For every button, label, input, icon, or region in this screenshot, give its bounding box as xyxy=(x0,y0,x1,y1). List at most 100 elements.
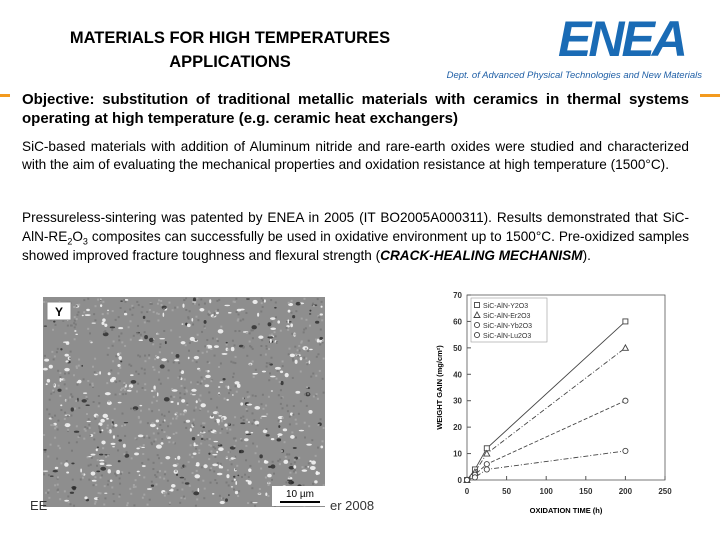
texture xyxy=(64,372,67,375)
texture xyxy=(82,476,85,479)
texture xyxy=(195,469,198,472)
texture xyxy=(111,310,114,313)
texture xyxy=(59,372,62,375)
texture xyxy=(298,456,301,459)
y-tick-label: 0 xyxy=(458,476,463,485)
grain xyxy=(259,454,263,459)
grain xyxy=(155,419,160,423)
texture xyxy=(99,492,102,495)
texture xyxy=(311,302,314,305)
texture xyxy=(125,451,128,454)
texture xyxy=(198,369,201,372)
texture xyxy=(67,495,70,498)
plot-frame xyxy=(466,294,666,481)
texture xyxy=(207,310,210,313)
texture xyxy=(164,491,167,494)
grain xyxy=(117,363,121,367)
grain xyxy=(112,435,116,439)
grain xyxy=(203,320,207,324)
texture xyxy=(319,343,322,346)
grain xyxy=(247,480,252,485)
texture xyxy=(118,493,121,496)
texture xyxy=(273,472,276,475)
grain xyxy=(244,438,249,442)
grain xyxy=(202,426,205,429)
texture xyxy=(248,395,251,398)
texture xyxy=(59,375,62,378)
texture xyxy=(288,476,291,479)
grain xyxy=(212,454,218,456)
texture xyxy=(292,413,295,416)
texture xyxy=(210,397,213,400)
texture xyxy=(107,430,110,433)
texture xyxy=(167,425,170,428)
grain xyxy=(197,434,200,436)
grain xyxy=(294,359,298,364)
texture xyxy=(256,445,259,448)
grain xyxy=(205,374,211,379)
texture xyxy=(151,341,154,344)
texture xyxy=(105,455,108,458)
texture xyxy=(157,432,160,435)
texture xyxy=(157,319,160,322)
texture xyxy=(94,319,97,322)
texture xyxy=(103,503,106,506)
texture xyxy=(56,490,59,493)
texture xyxy=(285,326,288,329)
texture xyxy=(292,359,295,362)
texture xyxy=(124,300,127,303)
texture xyxy=(132,484,135,487)
grain xyxy=(225,498,228,502)
texture xyxy=(175,417,178,420)
texture xyxy=(126,502,129,505)
grain xyxy=(64,353,69,357)
texture xyxy=(188,453,191,456)
grain xyxy=(146,488,153,490)
texture xyxy=(303,356,306,359)
texture xyxy=(94,357,97,360)
grain xyxy=(91,479,97,482)
texture xyxy=(294,471,297,474)
texture xyxy=(291,357,294,360)
texture xyxy=(249,345,252,348)
texture xyxy=(124,392,127,395)
texture xyxy=(73,316,76,319)
texture xyxy=(129,308,132,311)
texture xyxy=(201,430,204,433)
texture xyxy=(294,345,297,348)
texture xyxy=(203,487,206,490)
grain xyxy=(230,486,234,488)
texture xyxy=(245,311,248,314)
grain xyxy=(309,348,313,351)
texture xyxy=(252,442,255,445)
texture xyxy=(175,411,178,414)
texture xyxy=(127,326,130,329)
y-tick-label: 70 xyxy=(453,291,462,300)
texture xyxy=(147,458,150,461)
texture xyxy=(298,349,301,352)
texture xyxy=(115,474,118,477)
texture xyxy=(52,383,55,386)
texture xyxy=(47,489,50,492)
texture xyxy=(169,422,172,425)
texture xyxy=(76,383,79,386)
texture xyxy=(191,472,194,475)
grain xyxy=(245,433,252,436)
texture xyxy=(137,354,140,357)
grain xyxy=(274,366,281,370)
texture xyxy=(221,497,224,500)
texture xyxy=(286,453,289,456)
texture xyxy=(232,424,235,427)
texture xyxy=(274,335,277,338)
texture xyxy=(89,434,92,437)
texture xyxy=(76,313,79,316)
texture xyxy=(98,429,101,432)
grain xyxy=(137,434,144,438)
grain xyxy=(219,500,225,505)
texture xyxy=(63,417,66,420)
grain xyxy=(185,419,191,423)
texture xyxy=(297,412,300,415)
grain xyxy=(240,402,244,406)
grain xyxy=(117,401,122,404)
texture xyxy=(72,374,75,377)
